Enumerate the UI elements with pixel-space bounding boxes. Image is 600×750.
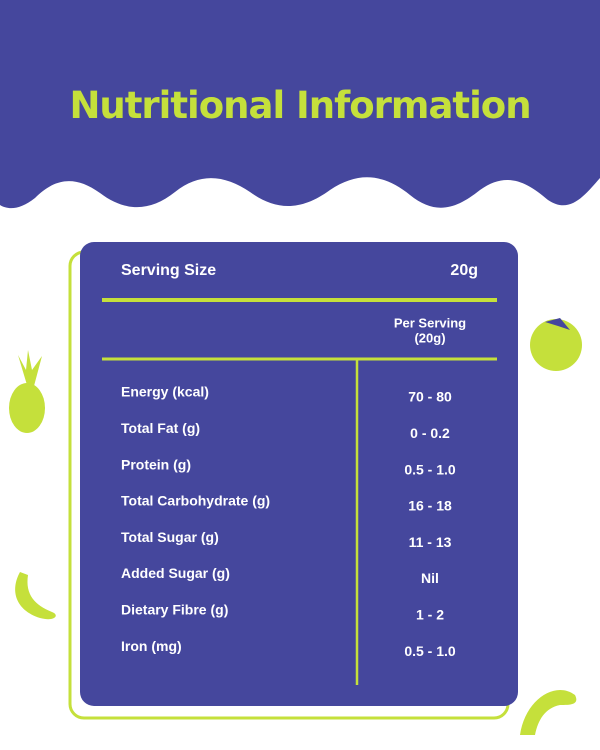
column-header: (20g) (414, 330, 445, 345)
row-label: Dietary Fibre (g) (121, 602, 228, 618)
row-label: Total Carbohydrate (g) (121, 493, 270, 509)
coconut-icon (530, 318, 582, 371)
pineapple-icon (9, 350, 45, 433)
row-value: 1 - 2 (416, 607, 444, 623)
serving-label: Serving Size (121, 262, 216, 279)
row-label: Total Fat (g) (121, 420, 200, 436)
row-value: 16 - 18 (408, 498, 452, 514)
row-label: Added Sugar (g) (121, 565, 230, 581)
row-value: 0.5 - 1.0 (404, 461, 456, 477)
rows: Energy (kcal) 70 - 80 Total Fat (g) 0 - 0.2… (121, 384, 456, 659)
row-label: Total Sugar (g) (121, 529, 219, 545)
row-value: 0 - 0.2 (410, 425, 450, 441)
title: Nutritional Information (69, 84, 530, 127)
top-wave (0, 0, 600, 209)
row-value: 70 - 80 (408, 389, 452, 405)
row-value: Nil (421, 570, 439, 586)
row-label: Energy (kcal) (121, 384, 209, 400)
row-value: 0.5 - 1.0 (404, 643, 456, 659)
banana-icon (15, 572, 56, 620)
banana-icon (520, 689, 577, 735)
row-value: 11 - 13 (409, 534, 452, 550)
row-label: Protein (g) (121, 456, 191, 472)
serving-value: 20g (450, 262, 478, 279)
column-header: Per Serving (394, 315, 466, 330)
row-label: Iron (mg) (121, 638, 182, 654)
